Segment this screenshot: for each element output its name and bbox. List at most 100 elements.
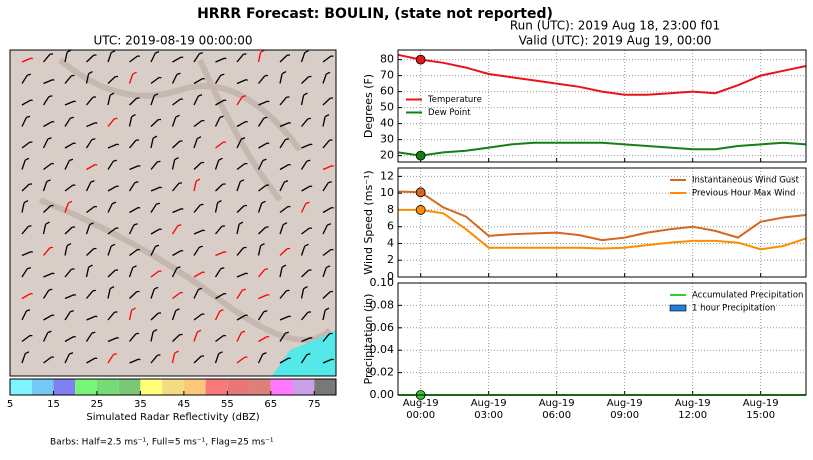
- barb-staff: [43, 120, 53, 128]
- barb-staff: [322, 116, 326, 127]
- barb-staff: [86, 54, 95, 63]
- series-line: [397, 141, 807, 157]
- barb-staff: [107, 227, 117, 235]
- barb-flag: [66, 242, 72, 247]
- barb-staff: [128, 73, 134, 84]
- barb-staff: [150, 161, 158, 170]
- y-tick-label: 4: [387, 236, 394, 249]
- colorbar-box: [118, 379, 141, 395]
- x-tick-label: Aug-19 00:00: [402, 398, 439, 421]
- barb-flag: [263, 116, 268, 119]
- barb-flag: [176, 72, 181, 76]
- barb-flag: [199, 52, 203, 55]
- barb-staff: [42, 224, 47, 235]
- barb-staff: [215, 99, 225, 106]
- colorbar-tick-label: 65: [264, 399, 277, 410]
- barb-staff: [21, 202, 25, 213]
- barb-flag: [70, 116, 74, 119]
- barb-staff: [172, 334, 181, 342]
- barb-staff: [171, 310, 177, 321]
- barb-flag: [245, 272, 249, 275]
- y-tick-label: 6: [387, 220, 394, 233]
- colorbar-box: [10, 379, 32, 395]
- barb-staff: [193, 246, 200, 256]
- barb-staff: [107, 95, 111, 106]
- barb-flag: [48, 95, 53, 98]
- barb-flag: [242, 288, 246, 291]
- barb-staff: [171, 159, 176, 170]
- barb-staff: [85, 73, 90, 84]
- barb-staff: [107, 203, 113, 213]
- barb-staff: [64, 75, 72, 84]
- barb-staff: [64, 335, 75, 343]
- series-line: [398, 208, 807, 251]
- barb-staff: [258, 142, 268, 149]
- barb-staff: [257, 75, 266, 84]
- barb-staff: [43, 356, 52, 364]
- barb-staff: [300, 311, 309, 321]
- plot-area: [398, 168, 806, 277]
- barb-staff: [322, 249, 332, 257]
- barb-staff: [300, 95, 305, 106]
- barb-staff: [236, 96, 243, 106]
- legend-label: Temperature: [427, 95, 482, 105]
- barb-staff: [150, 331, 154, 342]
- barb-staff: [64, 202, 69, 213]
- barb-staff: [43, 163, 52, 171]
- barb-staff: [150, 52, 156, 63]
- barb-staff: [257, 311, 265, 321]
- barb-staff: [85, 139, 93, 149]
- barb-flag: [304, 50, 309, 54]
- barb-staff: [193, 313, 203, 321]
- barb-flag: [73, 100, 77, 103]
- barb-flag: [152, 135, 158, 139]
- barb-staff: [171, 225, 179, 235]
- x-tick-label: Aug-19 03:00: [470, 398, 507, 421]
- barb-staff: [279, 224, 284, 235]
- barb-flag: [177, 224, 182, 227]
- barb-flag: [69, 158, 74, 162]
- barb-staff: [171, 267, 178, 278]
- barb-flag: [242, 95, 246, 98]
- barb-staff: [107, 245, 112, 256]
- barb-flag: [138, 358, 141, 361]
- barb-staff: [42, 289, 50, 299]
- y-tick-label: 40: [380, 117, 394, 130]
- y-tick-label: 80: [380, 53, 394, 66]
- barb-staff: [129, 97, 138, 106]
- legend-swatch: [669, 304, 687, 312]
- barb-flag: [26, 115, 31, 119]
- y-axis-label: Wind Speed (ms⁻¹): [362, 170, 375, 274]
- barb-staff: [150, 270, 160, 278]
- barb-staff: [21, 292, 32, 300]
- barb-flag: [45, 221, 50, 225]
- barb-staff: [172, 249, 182, 257]
- barb-staff: [150, 354, 158, 364]
- barb-staff: [214, 202, 219, 213]
- barb-flag: [263, 310, 268, 313]
- colorbar-tick-label: 15: [47, 399, 60, 410]
- barb-staff: [64, 117, 71, 127]
- barb-staff: [21, 353, 26, 364]
- barb-flag: [30, 251, 34, 253]
- barb-flag: [239, 179, 245, 183]
- barb-staff: [214, 159, 220, 170]
- barb-staff: [257, 353, 264, 364]
- barb-flag: [88, 264, 93, 268]
- plot-frame: [397, 49, 807, 163]
- colorbar-tick-label: 45: [177, 399, 190, 410]
- barb-staff: [322, 358, 333, 364]
- barb-flag: [219, 309, 224, 312]
- barb-flag: [288, 122, 292, 124]
- barb-flag: [48, 288, 53, 291]
- barb-staff: [85, 290, 94, 299]
- barbs-note: Barbs: Half=2.5 ms⁻¹, Full=5 ms⁻¹, Flag=…: [50, 438, 274, 448]
- barb-staff: [64, 160, 70, 170]
- barb-staff: [107, 288, 111, 299]
- barb-flag: [47, 330, 52, 334]
- barb-staff: [279, 54, 288, 63]
- barb-flag: [196, 136, 202, 140]
- colorbar-box: [162, 379, 184, 395]
- barb-staff: [150, 312, 159, 321]
